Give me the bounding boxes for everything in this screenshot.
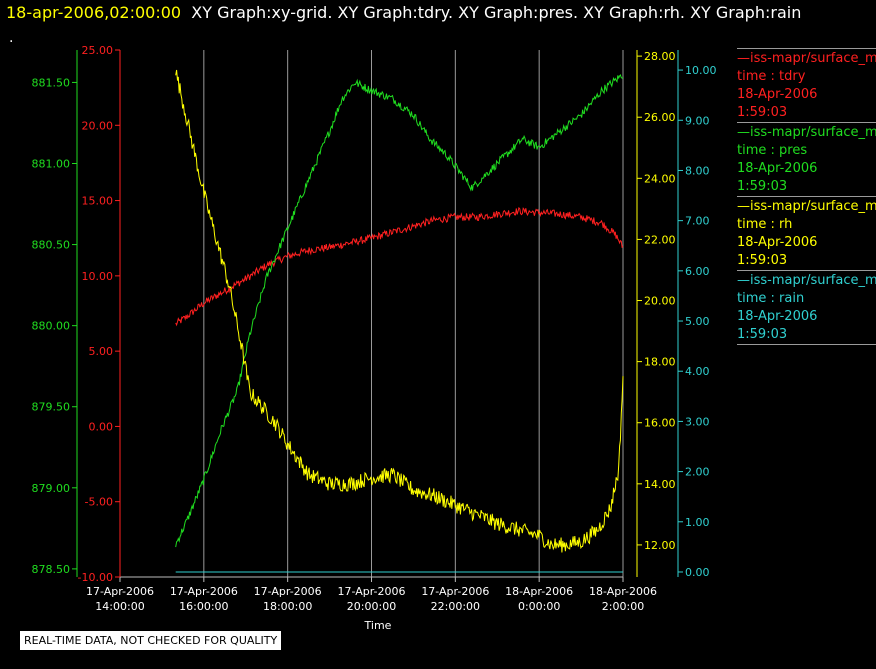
rain-tick-label: 8.00 — [685, 164, 710, 177]
rain-tick-label: 9.00 — [685, 114, 710, 127]
axes: 17-Apr-2006 14:00:00 17-Apr-2006 16:00:00 17… — [32, 44, 717, 613]
x-tick-label-time: 22:00:00 — [431, 600, 480, 613]
rain-tick-label: 10.00 — [685, 64, 717, 77]
x-tick-label-date: 17-Apr-2006 — [170, 585, 238, 598]
rh-tick-label: 16.00 — [644, 417, 676, 430]
tdry-tick-label: -10.00 — [78, 571, 113, 584]
legend-field: time : rain — [737, 291, 805, 306]
rh-tick-label: 12.00 — [644, 539, 676, 552]
rh-tick-label: 24.00 — [644, 172, 676, 185]
x-tick-label-time: 18:00:00 — [263, 600, 312, 613]
series-tdry — [175, 206, 624, 327]
tdry-tick-label: 15.00 — [82, 195, 114, 208]
x-tick-label-time: 0:00:00 — [518, 600, 560, 613]
legend-entry-rain[interactable]: —iss-mapr/surface_m time : rain 18-Apr-2… — [737, 270, 876, 345]
rain-tick-label: 3.00 — [685, 415, 710, 428]
tdry-tick-label: 20.00 — [82, 119, 114, 132]
rh-tick-label: 26.00 — [644, 111, 676, 124]
legend-date: 18-Apr-2006 — [737, 309, 818, 324]
pres-tick-label: 881.50 — [32, 76, 71, 89]
rh-tick-label: 22.00 — [644, 233, 676, 246]
x-tick-label-date: 17-Apr-2006 — [421, 585, 489, 598]
legend-series-name: —iss-mapr/surface_m — [737, 273, 876, 288]
legend-field: time : pres — [737, 143, 808, 158]
timestamp: 18-apr-2006,02:00:00 — [6, 3, 182, 22]
pres-tick-label: 878.50 — [32, 563, 71, 576]
legend-time: 1:59:03 — [737, 179, 788, 194]
rh-tick-label: 20.00 — [644, 295, 676, 308]
x-tick-label-date: 17-Apr-2006 — [254, 585, 322, 598]
legend-series-name: —iss-mapr/surface_m — [737, 199, 876, 214]
pres-tick-label: 880.50 — [32, 239, 71, 252]
legend-date: 18-Apr-2006 — [737, 87, 818, 102]
x-tick-label-date: 18-Apr-2006 — [505, 585, 573, 598]
x-tick-label-time: 2:00:00 — [602, 600, 644, 613]
grid-lines — [203, 50, 624, 577]
tdry-tick-label: 25.00 — [82, 44, 114, 57]
rh-tick-label: 28.00 — [644, 50, 676, 63]
rain-tick-label: 6.00 — [685, 265, 710, 278]
tdry-tick-label: 0.00 — [89, 420, 114, 433]
rh-tick-label: 18.00 — [644, 356, 676, 369]
x-tick-label-date: 17-Apr-2006 — [86, 585, 154, 598]
legend-series-name: —iss-mapr/surface_m — [737, 125, 876, 140]
tdry-tick-label: 5.00 — [89, 345, 114, 358]
pres-tick-label: 879.00 — [32, 482, 71, 495]
legend-date: 18-Apr-2006 — [737, 235, 818, 250]
x-axis-label: Time — [364, 619, 392, 632]
legend-entry-tdry[interactable]: —iss-mapr/surface_m time : tdry 18-Apr-2… — [737, 48, 876, 122]
x-tick-label-date: 18-Apr-2006 — [589, 585, 657, 598]
series-pres — [175, 74, 624, 548]
legend-date: 18-Apr-2006 — [737, 161, 818, 176]
legend-time: 1:59:03 — [737, 253, 788, 268]
series-rh — [175, 69, 624, 553]
status-dot: . — [9, 30, 14, 46]
legend-field: time : rh — [737, 217, 793, 232]
legend-time: 1:59:03 — [737, 105, 788, 120]
series-lines — [175, 69, 624, 573]
rain-tick-label: 4.00 — [685, 365, 710, 378]
graph-list: XY Graph:xy-grid. XY Graph:tdry. XY Grap… — [191, 3, 802, 22]
data-quality-disclaimer: REAL-TIME DATA, NOT CHECKED FOR QUALITY — [20, 631, 282, 650]
rain-tick-label: 2.00 — [685, 466, 710, 479]
pres-tick-label: 881.00 — [32, 158, 71, 171]
rain-tick-label: 0.00 — [685, 566, 710, 579]
x-tick-label-time: 20:00:00 — [347, 600, 396, 613]
legend: —iss-mapr/surface_m time : tdry 18-Apr-2… — [737, 48, 876, 345]
legend-entry-pres[interactable]: —iss-mapr/surface_m time : pres 18-Apr-2… — [737, 122, 876, 196]
legend-entry-rh[interactable]: —iss-mapr/surface_m time : rh 18-Apr-200… — [737, 196, 876, 270]
x-tick-label-time: 16:00:00 — [179, 600, 228, 613]
x-tick-label-date: 17-Apr-2006 — [337, 585, 405, 598]
x-tick-label-time: 14:00:00 — [95, 600, 144, 613]
tdry-tick-label: 10.00 — [82, 270, 114, 283]
tdry-tick-label: -5.00 — [85, 496, 113, 509]
pres-tick-label: 879.50 — [32, 401, 71, 414]
legend-time: 1:59:03 — [737, 327, 788, 342]
graph-title-bar: 18-apr-2006,02:00:00 XY Graph:xy-grid. X… — [6, 3, 801, 22]
pres-tick-label: 880.00 — [32, 320, 71, 333]
legend-series-name: —iss-mapr/surface_m — [737, 51, 876, 66]
legend-field: time : tdry — [737, 69, 806, 84]
rain-tick-label: 1.00 — [685, 516, 710, 529]
rain-tick-label: 7.00 — [685, 215, 710, 228]
rain-tick-label: 5.00 — [685, 315, 710, 328]
rh-tick-label: 14.00 — [644, 478, 676, 491]
